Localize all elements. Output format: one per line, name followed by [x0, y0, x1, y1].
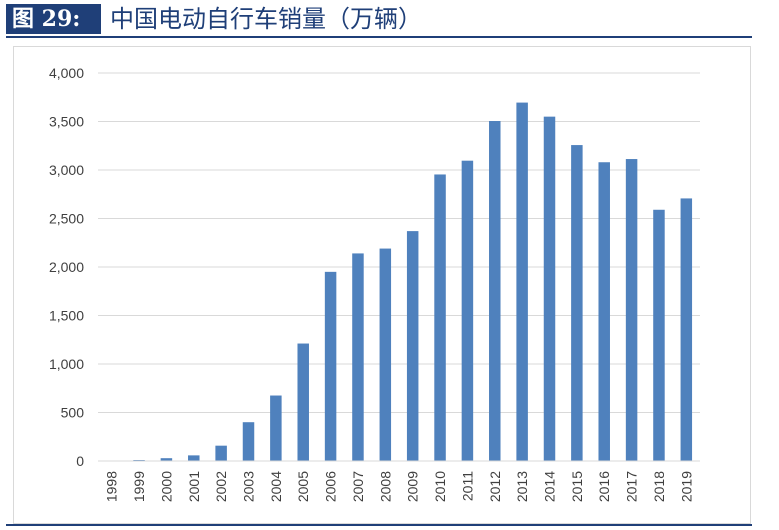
header-rule [6, 36, 752, 38]
y-tick-label: 2,000 [49, 259, 84, 275]
x-tick-label: 2004 [268, 471, 284, 502]
figure-label: 图 29: [6, 4, 101, 34]
x-tick-label: 2015 [569, 471, 585, 502]
x-tick-label: 2017 [624, 471, 640, 502]
bars [105, 102, 693, 462]
y-tick-label: 1,500 [49, 308, 84, 324]
x-axis: 1998 1999 2000 2001 2002 2003 2004 2005 2006 2007… [98, 460, 700, 502]
bar-2017 [625, 159, 638, 461]
y-tick-label: 1,000 [49, 356, 84, 372]
bar-2008 [379, 248, 392, 461]
x-tick-label: 2014 [542, 471, 558, 502]
bar-2011 [461, 160, 474, 462]
y-axis: 0 500 1,000 1,500 2,000 2,500 3,000 3,500 4,000 [49, 65, 84, 469]
bar-2012 [489, 121, 501, 461]
x-tick-label: 2011 [459, 471, 475, 501]
bar-2014 [543, 116, 556, 462]
bar-2000 [160, 458, 173, 461]
bar-2019 [680, 198, 693, 461]
bar-2015 [571, 145, 583, 462]
y-tick-label: 0 [76, 453, 84, 469]
x-tick-label: 2016 [596, 471, 612, 502]
bar-2001 [188, 455, 200, 461]
figure-title: 中国电动自行车销量（万辆） [110, 5, 422, 33]
bar-2018 [653, 209, 665, 461]
y-tick-label: 3,500 [49, 114, 84, 130]
bar-2003 [242, 422, 255, 461]
bar-chart: 05001,0001,5002,0002,5003,0003,5004,000 … [49, 65, 700, 502]
bar-2002 [215, 445, 227, 461]
y-tick-label: 500 [61, 405, 85, 421]
x-tick-label: 2019 [678, 471, 694, 502]
chart-area: 0 500 1,000 1,500 2,000 2,500 3,000 3,500 4,000 … [13, 46, 751, 524]
x-tick-label: 2001 [186, 471, 202, 502]
x-tick-label: 2009 [405, 471, 421, 502]
x-tick-label: 2005 [295, 471, 311, 502]
bottom-rule [6, 524, 752, 526]
x-tick-label: 2010 [432, 471, 448, 502]
x-tick-label: 2008 [377, 471, 393, 502]
y-tick-label: 2,500 [49, 211, 84, 227]
x-tick-label: 2006 [323, 471, 339, 502]
bar-2016 [598, 162, 610, 461]
figure-header: 图 29: 中国电动自行车销量（万辆） [0, 0, 779, 38]
bar-2005 [297, 343, 309, 461]
x-tick-label: 2000 [158, 471, 174, 502]
bar-2004 [270, 395, 282, 461]
x-tick-label: 2013 [514, 471, 530, 502]
x-tick-label: 2012 [487, 471, 503, 502]
x-tick-label: 1998 [104, 471, 120, 502]
bar-2009 [406, 231, 419, 461]
x-tick-label: 2002 [213, 471, 229, 502]
x-tick-label: 2003 [241, 471, 257, 502]
y-tick-label: 4,000 [49, 65, 84, 81]
bar-2007 [352, 253, 364, 461]
y-tick-label: 3,000 [49, 162, 84, 178]
x-tick-label: 2007 [350, 471, 366, 502]
bar-2013 [516, 102, 528, 462]
bar-2006 [324, 271, 337, 461]
bar-2010 [434, 174, 446, 461]
gridlines [98, 72, 700, 462]
x-tick-label: 2018 [651, 471, 667, 502]
x-tick-label: 1999 [131, 471, 147, 502]
